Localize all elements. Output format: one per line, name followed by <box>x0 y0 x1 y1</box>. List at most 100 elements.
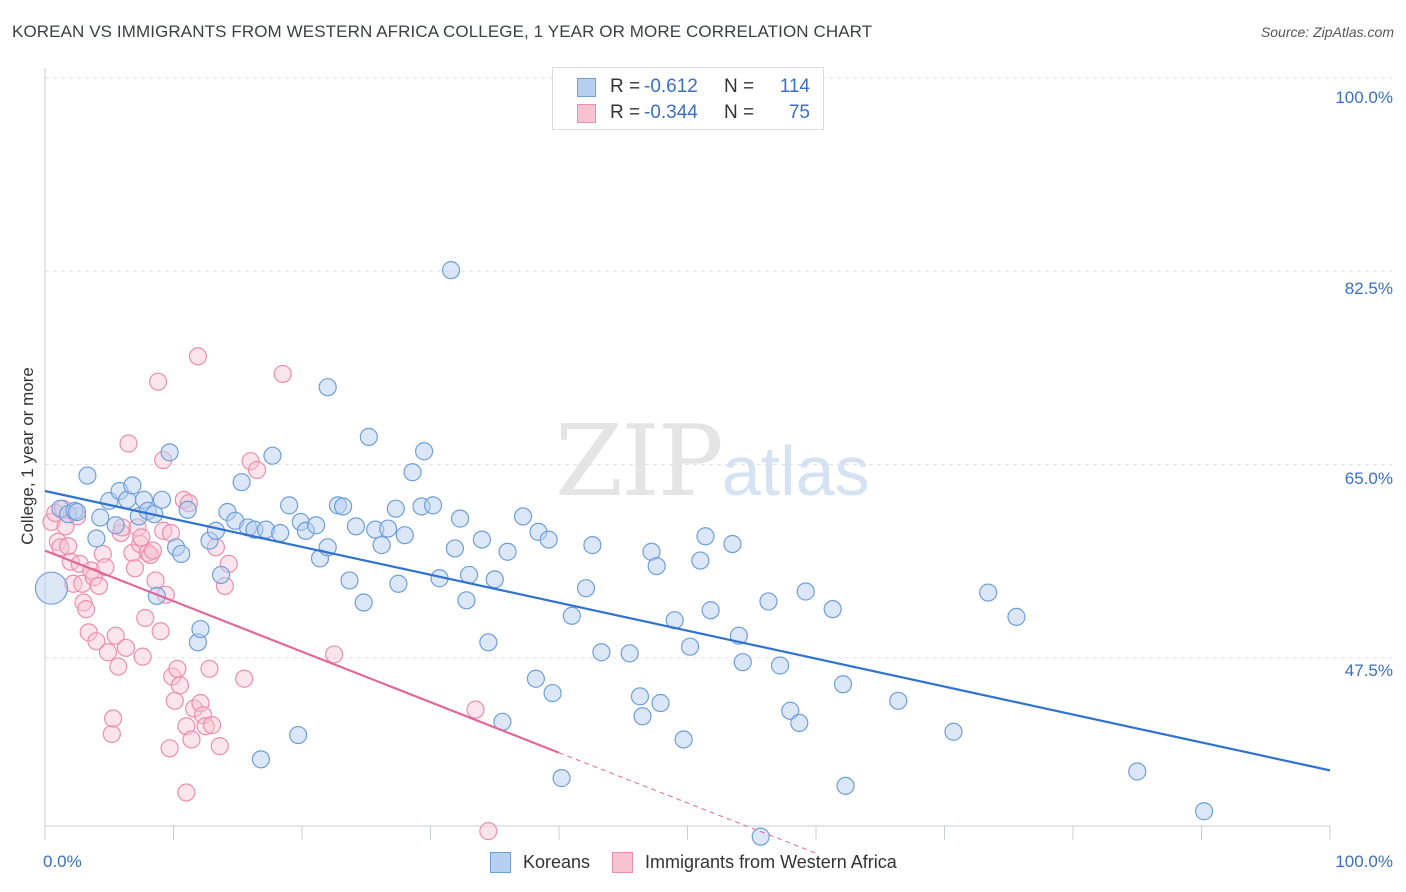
y-tick-label: 82.5% <box>1344 279 1393 298</box>
koreans-swatch <box>577 77 596 97</box>
korean-point <box>526 669 545 688</box>
western-africa-point <box>136 608 155 628</box>
y-tick-label: 100.0% <box>1335 88 1393 107</box>
x-tick-label: 0.0% <box>43 852 82 871</box>
y-tick-label: 47.5% <box>1344 661 1393 680</box>
korean-point <box>263 446 282 465</box>
korean-point <box>790 713 809 733</box>
korean-point <box>781 701 800 720</box>
korean-point <box>833 675 853 694</box>
western-africa-point <box>196 717 215 736</box>
korean-point <box>395 526 414 545</box>
gridlines <box>45 77 1392 659</box>
legend-row-western-africa: R = -0.344 N = 75 <box>577 100 810 126</box>
western-africa-point <box>84 568 103 587</box>
western-africa-point <box>170 676 190 695</box>
western-africa-point <box>119 434 138 453</box>
legend-item-western-africa[interactable]: Immigrants from Western Africa <box>612 852 897 873</box>
korean-point <box>630 687 650 706</box>
western-africa-point <box>116 638 136 657</box>
y-tick-label: 65.0% <box>1344 469 1393 488</box>
chart-title: KOREAN VS IMMIGRANTS FROM WESTERN AFRICA… <box>12 22 873 41</box>
western-africa-point <box>106 626 125 645</box>
western-africa-point <box>109 657 128 676</box>
korean-point <box>543 683 562 703</box>
western-africa-point <box>466 700 485 719</box>
legend-item-koreans[interactable]: Koreans <box>490 852 590 873</box>
correlation-legend: R = -0.612 N = 114 R = -0.344 N = 75 <box>552 67 824 130</box>
korean-point <box>592 643 611 662</box>
korean-point <box>701 601 720 620</box>
western-africa-point <box>479 822 498 841</box>
western-africa-point <box>125 559 145 578</box>
korean-point <box>457 591 476 610</box>
korean-point <box>372 536 391 555</box>
western-africa-point <box>42 512 61 532</box>
korean-point <box>651 693 670 713</box>
korean-point <box>472 530 491 549</box>
y-axis-label: College, 1 year or more <box>18 367 37 545</box>
western-africa-point <box>148 372 168 391</box>
korean-point <box>68 502 87 522</box>
r-value: -0.344 <box>644 102 698 123</box>
korean-point <box>178 500 197 519</box>
korean-point <box>445 539 465 558</box>
korean-point <box>378 519 398 538</box>
western-africa-point <box>160 739 179 758</box>
korean-point <box>583 536 602 555</box>
korean-point <box>498 542 517 561</box>
korean-point <box>723 534 742 554</box>
western-africa-point <box>325 645 344 664</box>
korean-point <box>340 571 359 590</box>
western-africa-point <box>77 600 96 619</box>
korean-point <box>403 463 422 482</box>
korean-point <box>106 516 125 535</box>
korean-point <box>147 586 166 606</box>
western-africa-point <box>193 706 213 725</box>
korean-point <box>123 476 142 495</box>
korean-point <box>450 509 470 528</box>
western-africa-point <box>96 558 115 577</box>
korean-point <box>359 427 378 446</box>
western-africa-point <box>87 632 106 651</box>
legend-label: Immigrants from Western Africa <box>645 852 897 872</box>
korean-point <box>423 496 443 515</box>
korean-point <box>836 776 855 795</box>
korean-point <box>944 722 963 741</box>
korean-point <box>172 544 191 564</box>
western-africa-point <box>102 724 121 744</box>
korean-point <box>191 619 210 639</box>
korean-point <box>1007 607 1026 626</box>
n-label: N = <box>724 102 755 123</box>
series-legend: Koreans Immigrants from Western Africa <box>490 852 919 873</box>
western-africa-point <box>146 571 165 590</box>
x-tick-label: 100.0% <box>1335 852 1393 871</box>
n-value: 75 <box>788 102 810 123</box>
western-africa-point <box>177 783 196 802</box>
legend-label: Koreans <box>523 852 591 872</box>
korean-point <box>354 593 373 612</box>
western-africa-point <box>133 647 152 666</box>
korean-point <box>733 653 752 672</box>
western-africa-point <box>132 528 151 547</box>
watermark-atlas: atlas <box>721 432 870 510</box>
r-label: R = <box>610 102 641 123</box>
korean-point <box>770 656 790 675</box>
western-africa-point <box>98 643 118 662</box>
korean-point <box>562 606 581 625</box>
r-value: -0.612 <box>644 76 698 97</box>
western-africa-point <box>104 709 123 728</box>
korean-point <box>307 516 326 535</box>
korean-point <box>78 466 97 485</box>
korean-point <box>160 443 179 462</box>
korean-point <box>386 499 405 518</box>
korean-point <box>633 707 652 726</box>
western-africa-point <box>165 691 184 710</box>
korean-point <box>479 633 498 652</box>
korean-point <box>889 691 908 710</box>
korean-point <box>289 725 308 745</box>
legend-row-koreans: R = -0.612 N = 114 <box>577 74 810 100</box>
western-africa-point <box>273 364 292 384</box>
western-africa-point <box>59 537 78 556</box>
